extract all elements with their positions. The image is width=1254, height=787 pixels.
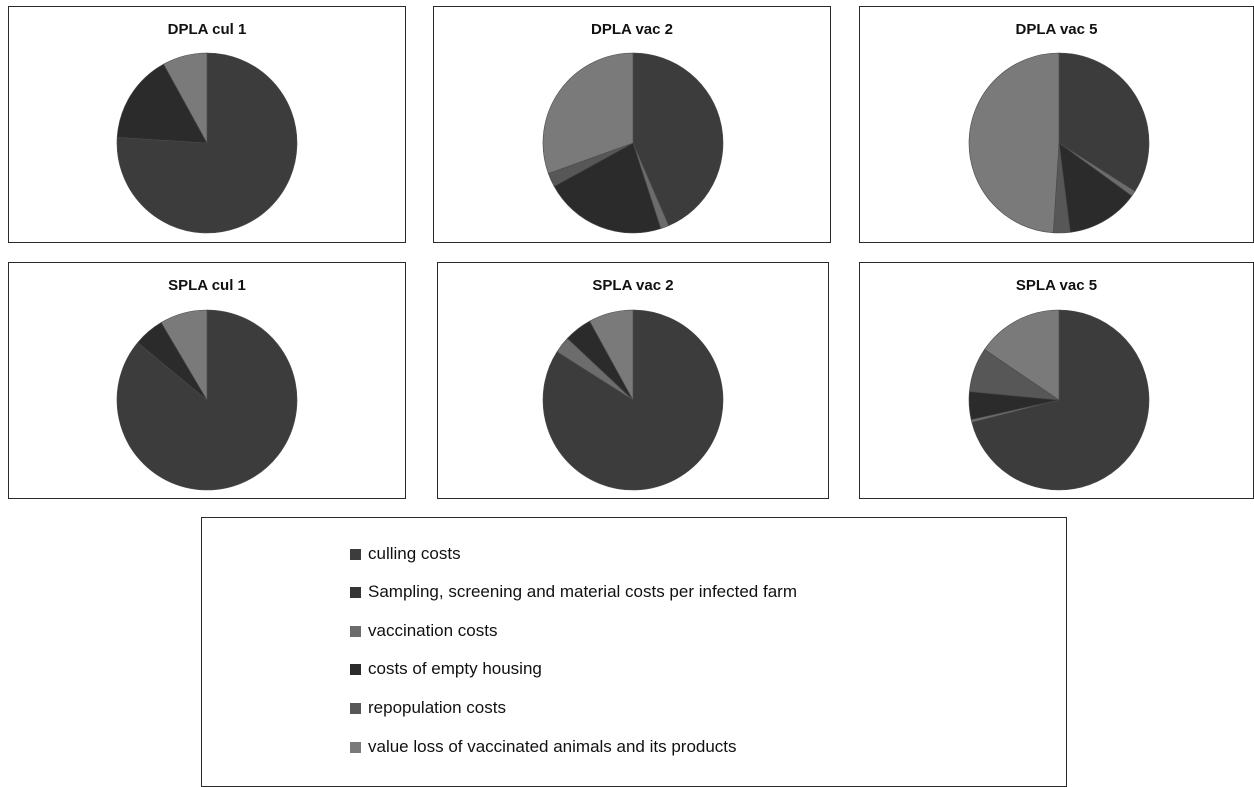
legend-swatch bbox=[350, 702, 361, 714]
pie-slice-costs-of-empty-housing bbox=[1058, 142, 1133, 233]
pie-title: DPLA cul 1 bbox=[167, 21, 247, 38]
pie-title: DPLA vac 5 bbox=[1015, 21, 1098, 38]
legend-swatch bbox=[350, 548, 361, 560]
legend-label: repopulation costs bbox=[368, 698, 506, 717]
chart-legend: culling costs Sampling, screening and ma… bbox=[201, 517, 1067, 787]
pie-panel-spla-vac-2: SPLA vac 2 bbox=[437, 262, 829, 499]
pie-slice-costs-of-empty-housing bbox=[553, 142, 662, 234]
pie-title: SPLA vac 5 bbox=[1015, 277, 1098, 294]
legend-label: vaccination costs bbox=[368, 621, 498, 640]
legend-item-vaccination: vaccination costs bbox=[350, 621, 497, 641]
pie-panel-dpla-cul-1: DPLA cul 1 bbox=[8, 6, 406, 243]
pie-chart-dpla-vac-5 bbox=[968, 52, 1150, 234]
pie-chart-dpla-cul-1 bbox=[116, 52, 298, 234]
legend-item-sampling: Sampling, screening and material costs p… bbox=[350, 582, 797, 602]
legend-label: value loss of vaccinated animals and its… bbox=[368, 737, 737, 756]
pie-slice-culling-costs bbox=[971, 309, 1150, 491]
legend-swatch bbox=[350, 663, 361, 675]
pie-title: SPLA vac 2 bbox=[592, 277, 674, 294]
pie-panel-dpla-vac-2: DPLA vac 2 bbox=[433, 6, 831, 243]
pie-panel-dpla-vac-5: DPLA vac 5 bbox=[859, 6, 1254, 243]
legend-swatch bbox=[350, 586, 361, 598]
pie-title: SPLA cul 1 bbox=[168, 277, 246, 294]
legend-swatch bbox=[350, 741, 361, 753]
pie-panel-spla-cul-1: SPLA cul 1 bbox=[8, 262, 406, 499]
pie-slice-value-loss-of-vaccinated-animals-and-its-products bbox=[160, 309, 208, 402]
pie-slice-costs-of-empty-housing bbox=[116, 63, 208, 144]
pie-slice-culling-costs bbox=[1058, 52, 1150, 192]
legend-item-empty-housing: costs of empty housing bbox=[350, 659, 542, 679]
pie-panel-spla-vac-5: SPLA vac 5 bbox=[859, 262, 1254, 499]
pie-chart-spla-vac-5 bbox=[968, 309, 1150, 491]
legend-label: Sampling, screening and material costs p… bbox=[368, 582, 797, 601]
pie-slice-culling-costs bbox=[632, 52, 724, 226]
legend-item-culling: culling costs bbox=[350, 544, 461, 564]
pie-chart-dpla-vac-2 bbox=[542, 52, 724, 234]
pie-chart-spla-vac-2 bbox=[542, 309, 724, 491]
pie-slice-value-loss-of-vaccinated-animals-and-its-products bbox=[984, 309, 1060, 401]
legend-item-value-loss: value loss of vaccinated animals and its… bbox=[350, 737, 737, 757]
legend-item-repopulation: repopulation costs bbox=[350, 698, 506, 718]
pie-title: DPLA vac 2 bbox=[591, 21, 673, 38]
pie-chart-spla-cul-1 bbox=[116, 309, 298, 491]
legend-label: culling costs bbox=[368, 544, 461, 563]
pie-slice-value-loss-of-vaccinated-animals-and-its-products bbox=[163, 52, 208, 144]
pie-slice-value-loss-of-vaccinated-animals-and-its-products bbox=[968, 52, 1060, 234]
legend-swatch bbox=[350, 625, 361, 637]
pie-slice-value-loss-of-vaccinated-animals-and-its-products bbox=[542, 52, 634, 174]
pie-slice-value-loss-of-vaccinated-animals-and-its-products bbox=[589, 309, 634, 401]
legend-label: costs of empty housing bbox=[368, 659, 542, 678]
